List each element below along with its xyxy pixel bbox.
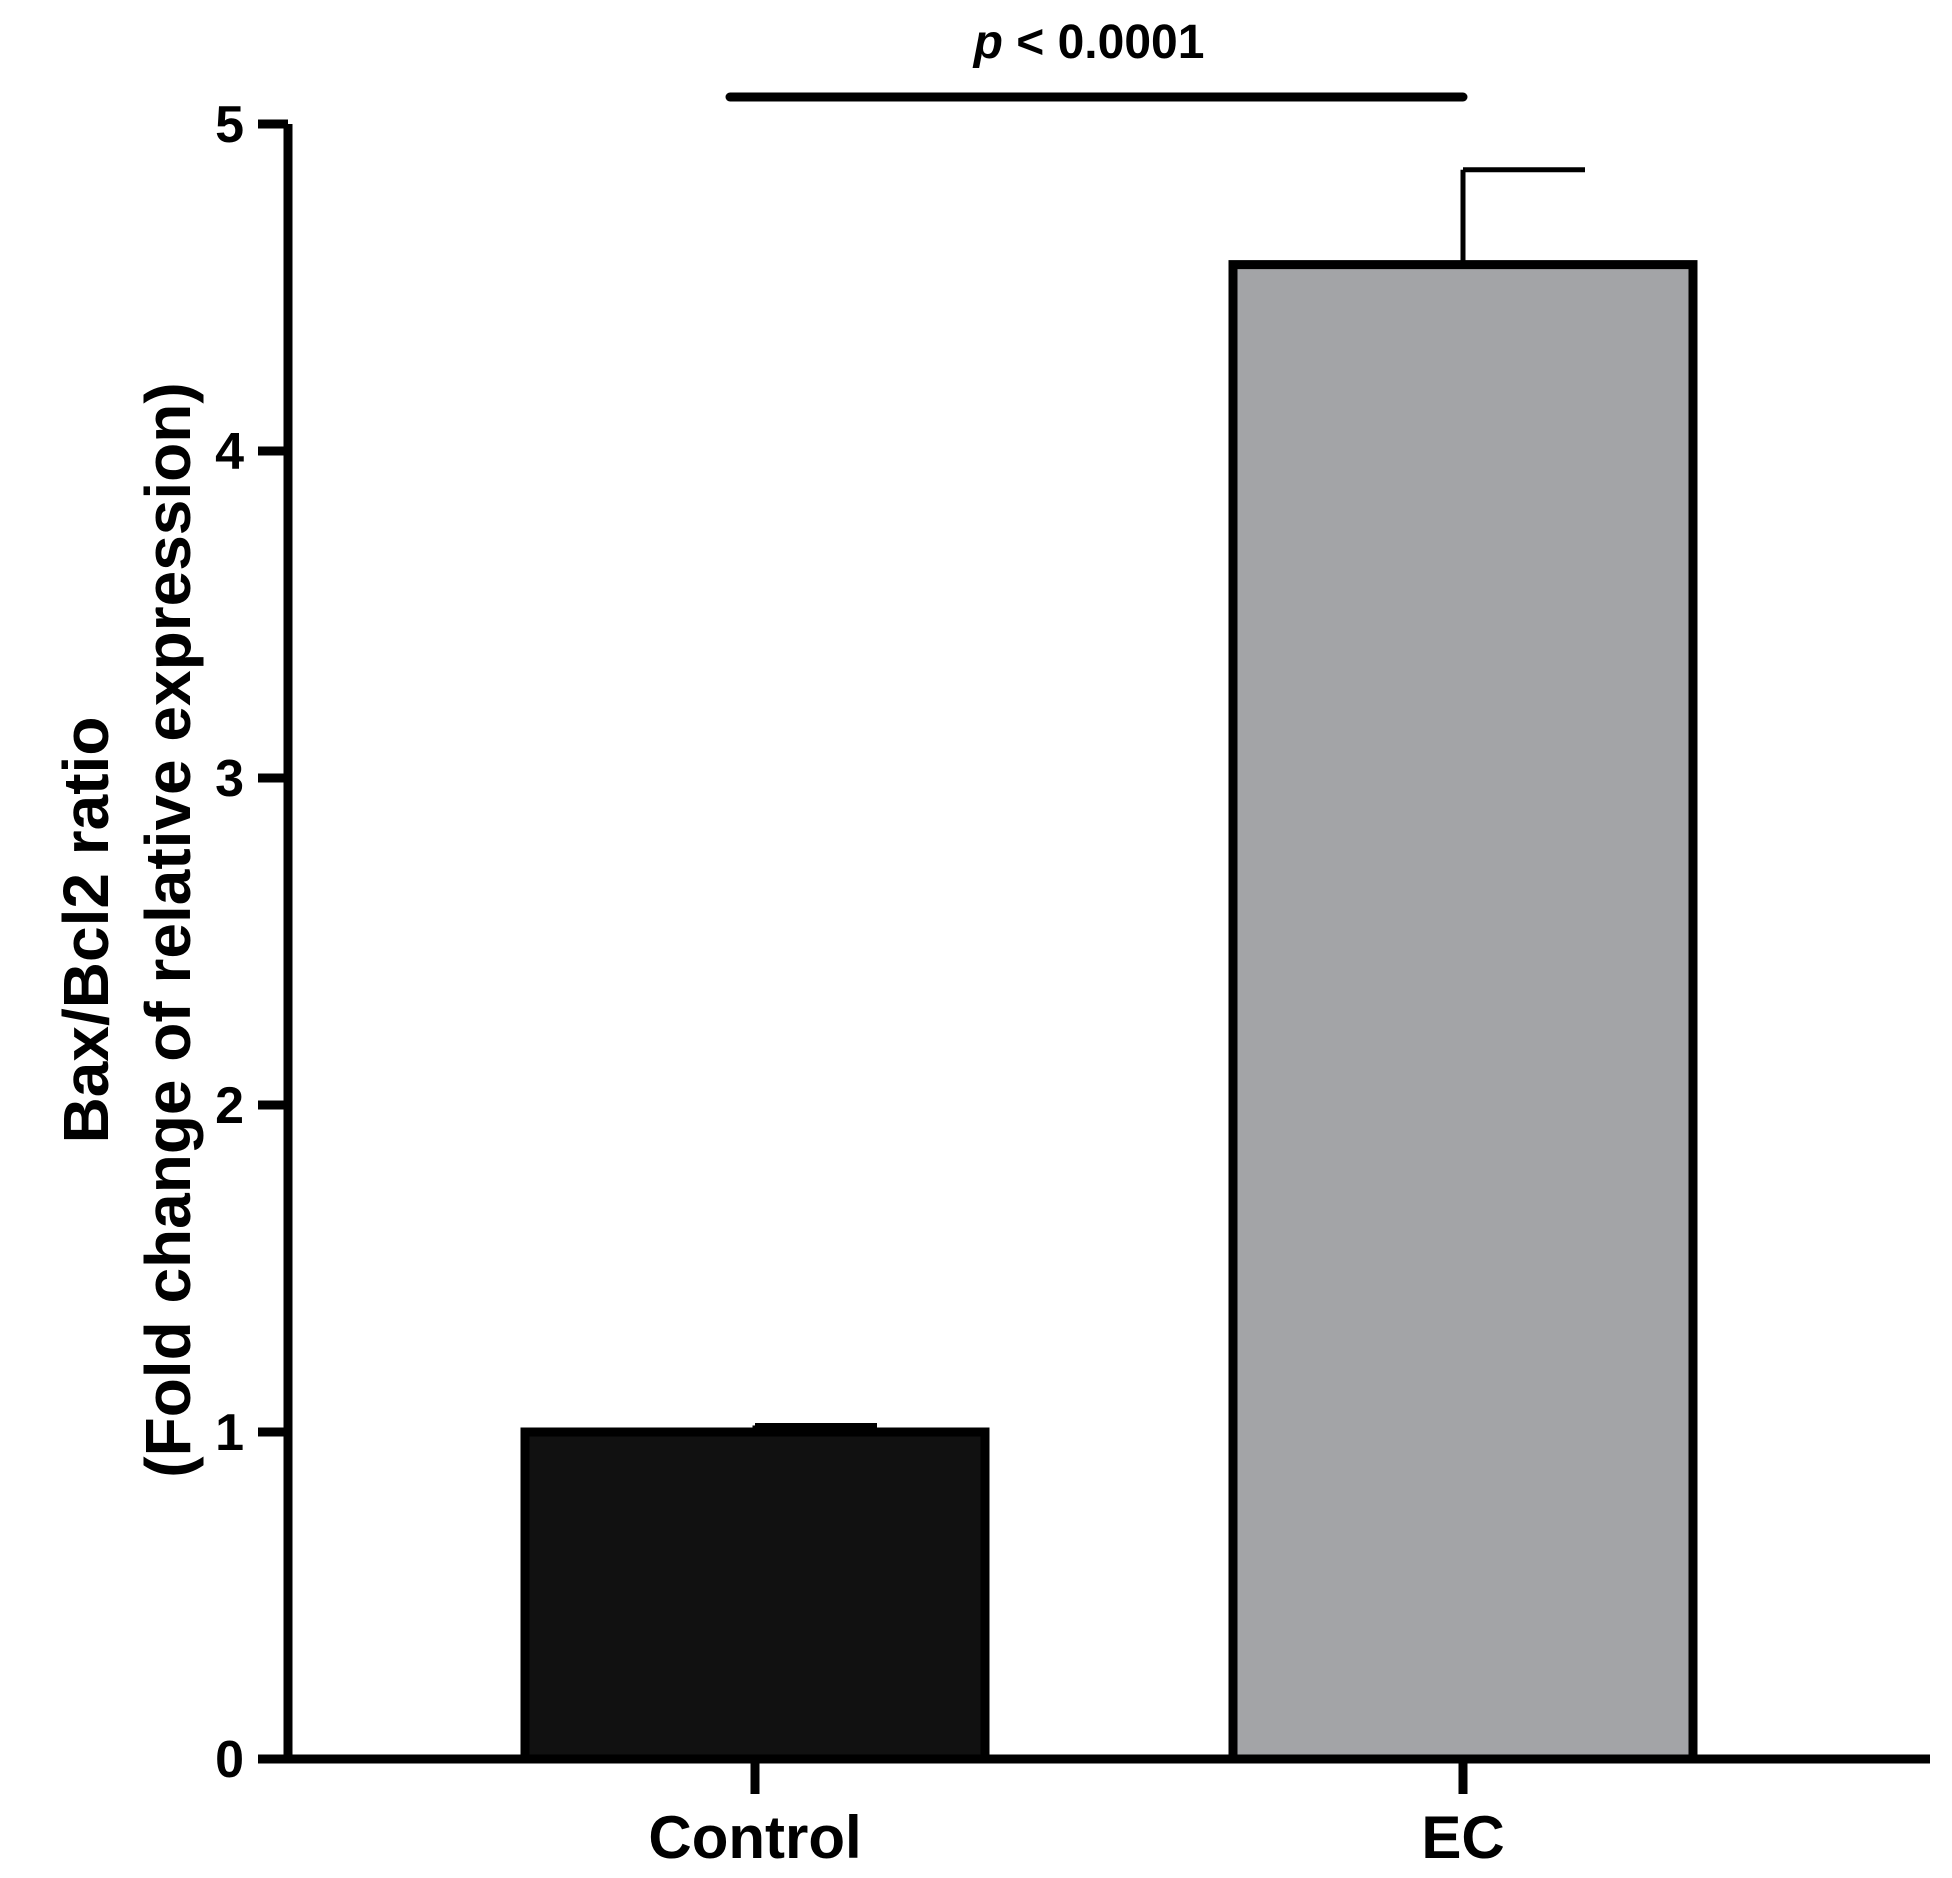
p-value-label: p < 0.0001 xyxy=(972,16,1205,69)
y-axis-label: Bax/Bcl2 ratio xyxy=(50,717,122,1144)
y-tick-label: 0 xyxy=(215,1731,244,1789)
p-symbol: p xyxy=(972,16,1003,69)
y-tick-label: 4 xyxy=(215,423,244,481)
y-tick-label: 5 xyxy=(215,96,244,154)
y-ticks: 0 1 2 3 4 5 xyxy=(215,96,288,1789)
y-axis-title: Bax/Bcl2 ratio (Fold change of relative … xyxy=(50,382,204,1477)
bars xyxy=(520,260,1698,1764)
bar-control xyxy=(520,1427,990,1764)
x-tick-label: Control xyxy=(648,1804,861,1871)
y-tick-label: 3 xyxy=(215,750,244,808)
p-value-text: < 0.0001 xyxy=(1003,16,1205,69)
y-tick-label: 2 xyxy=(215,1077,244,1135)
y-tick-label: 1 xyxy=(215,1404,244,1462)
error-bars xyxy=(752,167,1585,1432)
significance-annotation: p < 0.0001 xyxy=(725,16,1468,102)
bar-ec xyxy=(1228,260,1698,1764)
y-axis-sublabel: (Fold change of relative expression) xyxy=(132,382,204,1477)
x-tick-label: EC xyxy=(1421,1804,1504,1871)
x-ticks: Control EC xyxy=(648,1759,1505,1871)
